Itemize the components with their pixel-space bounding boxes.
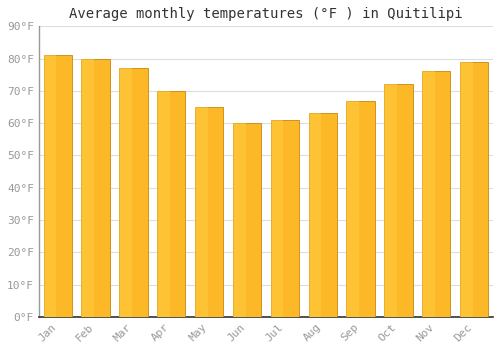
FancyBboxPatch shape bbox=[195, 107, 207, 317]
Bar bbox=[44, 55, 72, 317]
Bar bbox=[270, 120, 299, 317]
FancyBboxPatch shape bbox=[119, 68, 132, 317]
Bar bbox=[460, 62, 488, 317]
Bar bbox=[119, 68, 148, 317]
FancyBboxPatch shape bbox=[460, 62, 472, 317]
FancyBboxPatch shape bbox=[422, 71, 435, 317]
Bar bbox=[384, 84, 412, 317]
FancyBboxPatch shape bbox=[384, 84, 397, 317]
Bar bbox=[82, 58, 110, 317]
FancyBboxPatch shape bbox=[308, 113, 322, 317]
Bar bbox=[233, 123, 261, 317]
FancyBboxPatch shape bbox=[44, 55, 57, 317]
Bar bbox=[195, 107, 224, 317]
FancyBboxPatch shape bbox=[270, 120, 283, 317]
Bar bbox=[157, 91, 186, 317]
Bar bbox=[346, 100, 375, 317]
FancyBboxPatch shape bbox=[157, 91, 170, 317]
Title: Average monthly temperatures (°F ) in Quitilipi: Average monthly temperatures (°F ) in Qu… bbox=[69, 7, 462, 21]
FancyBboxPatch shape bbox=[346, 100, 359, 317]
Bar bbox=[308, 113, 337, 317]
FancyBboxPatch shape bbox=[82, 58, 94, 317]
Bar bbox=[422, 71, 450, 317]
FancyBboxPatch shape bbox=[233, 123, 245, 317]
